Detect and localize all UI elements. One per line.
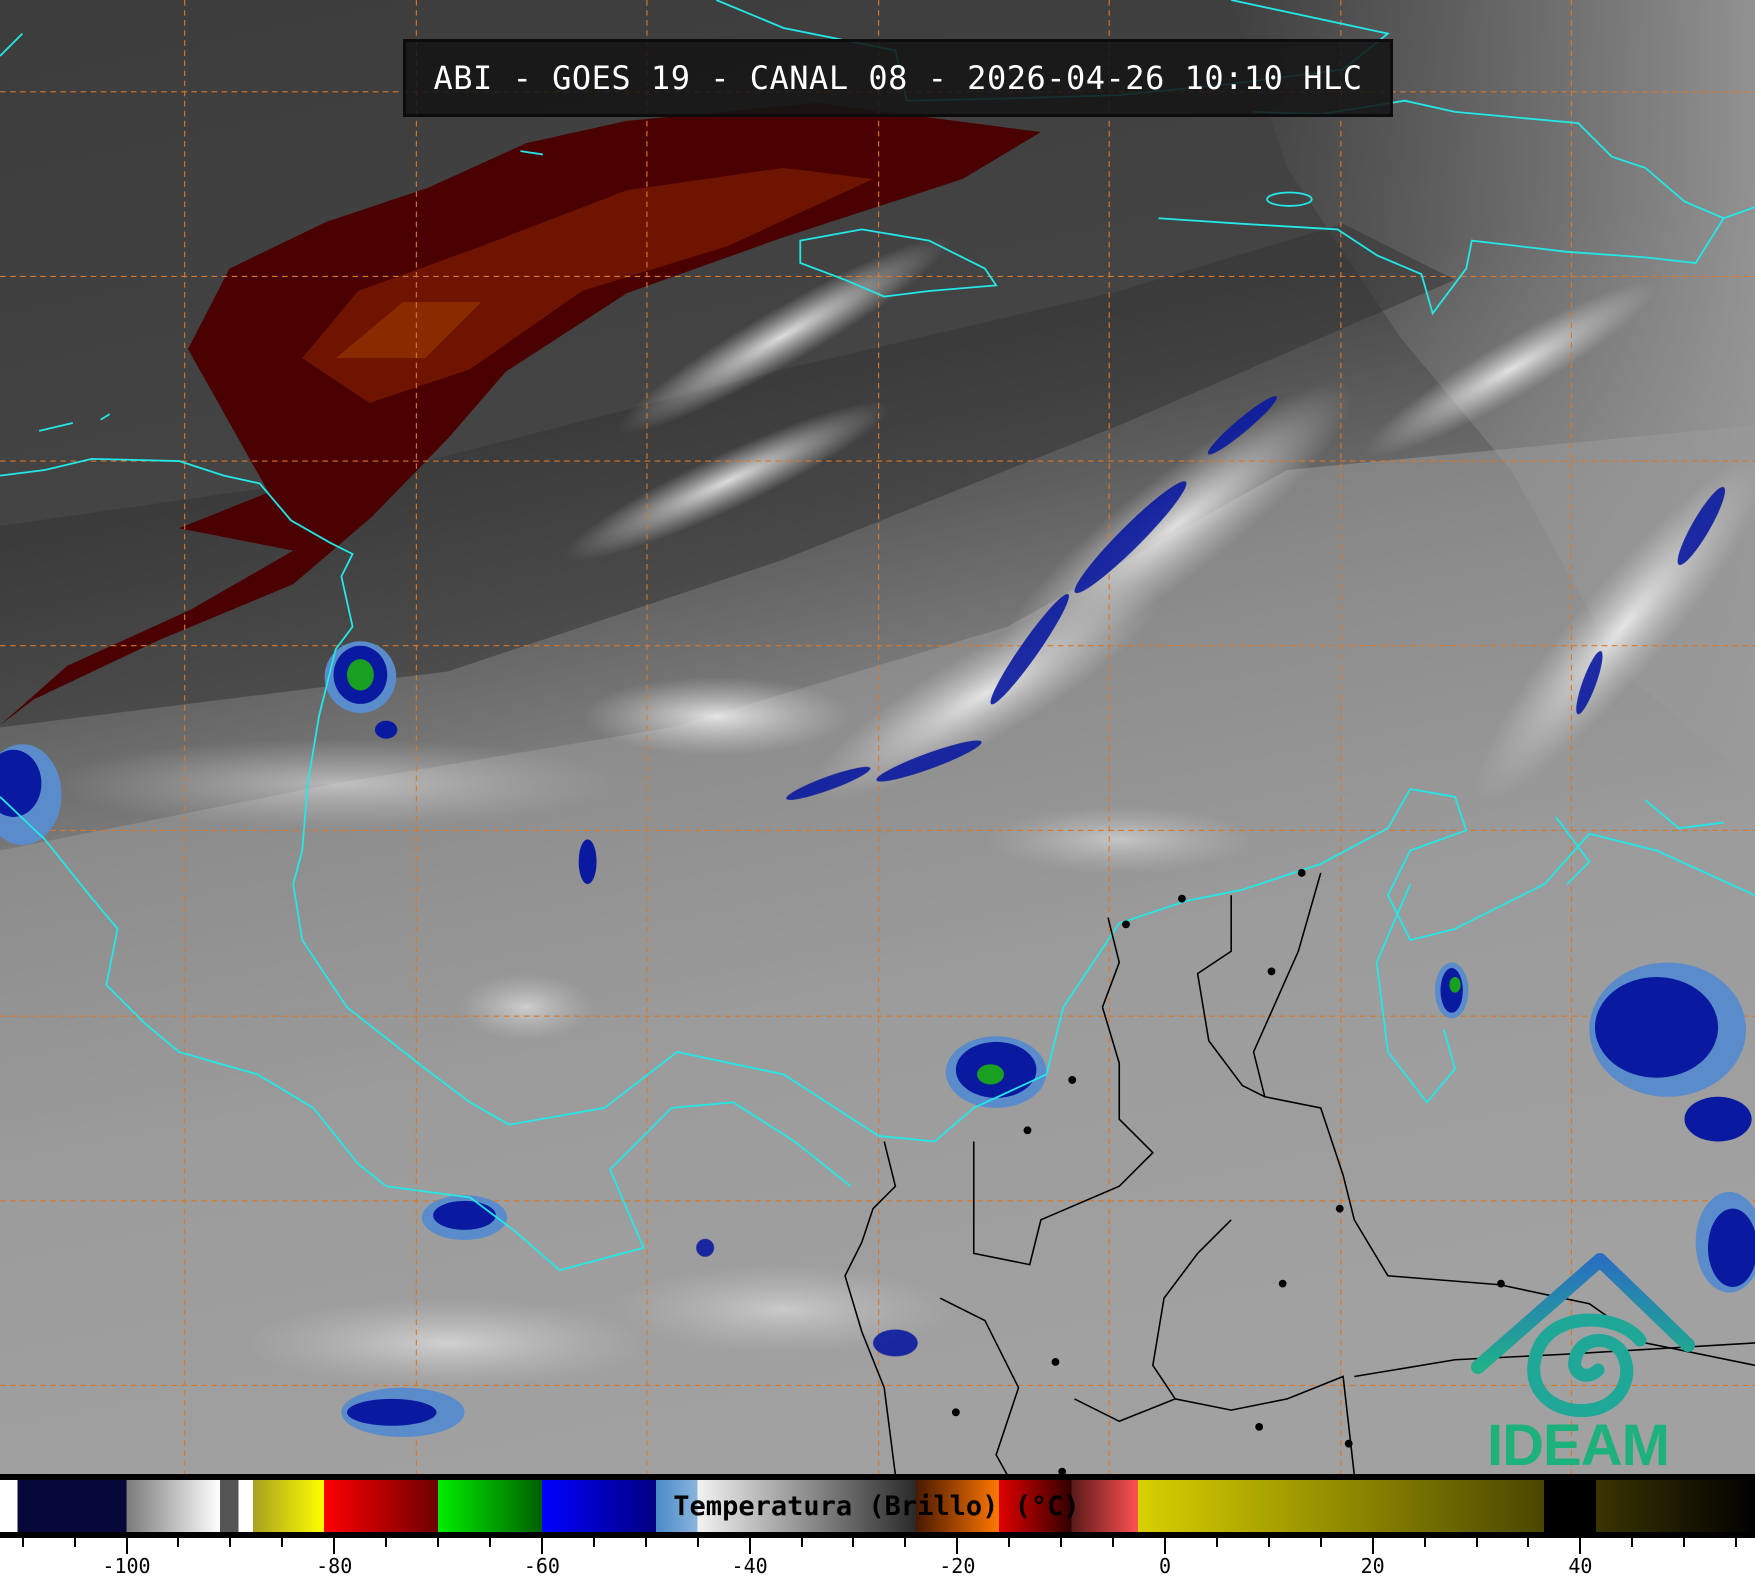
minor-tick [1683,1538,1686,1547]
major-tick [748,1538,751,1554]
minor-tick [1319,1538,1322,1547]
major-tick [125,1538,128,1554]
lat-lon-grid [0,0,1755,1475]
minor-tick [1060,1538,1063,1547]
ideam-logo [1471,1253,1695,1418]
major-tick [1579,1538,1582,1554]
cold-cloud-core-inner [335,302,482,359]
minor-tick [177,1538,180,1547]
cold-cloud-band [0,102,1041,726]
tick-label: 0 [1158,1554,1172,1577]
minor-tick [229,1538,232,1547]
title-banner: ABI - GOES 19 - CANAL 08 - 2026-04-26 10… [403,39,1393,117]
minor-tick [21,1538,24,1547]
minor-tick [852,1538,855,1547]
minor-tick [1267,1538,1270,1547]
minor-tick [73,1538,76,1547]
minor-tick [1475,1538,1478,1547]
satellite-map [0,0,1755,1475]
tick-label: 20 [1360,1554,1385,1577]
minor-tick [800,1538,803,1547]
logo-spiral-icon [1527,1313,1647,1418]
ideam-logo-text: IDEAM [1487,1413,1670,1478]
major-tick [956,1538,959,1554]
cold-cloud-core [302,167,874,403]
colorbar-label: Temperatura (Brillo) (°C) [673,1490,1080,1522]
cirrus-streaks [55,237,1755,1388]
minor-tick [1008,1538,1011,1547]
city-markers [951,868,1505,1475]
minor-tick [1423,1538,1426,1547]
minor-tick [437,1538,440,1547]
major-tick [1371,1538,1374,1554]
minor-tick [1112,1538,1115,1547]
minor-tick [1527,1538,1530,1547]
minor-tick [1631,1538,1634,1547]
minor-tick [281,1538,284,1547]
minor-tick [644,1538,647,1547]
tick-label: 40 [1568,1554,1593,1577]
minor-tick [592,1538,595,1547]
major-tick [1164,1538,1166,1554]
country-borders [844,872,1755,1475]
tick-label: -100 [102,1554,151,1577]
major-tick [333,1538,336,1554]
minor-tick [385,1538,388,1547]
tick-label: -40 [731,1554,768,1577]
minor-tick [488,1538,491,1547]
tick-label: -60 [523,1554,560,1577]
major-tick [540,1538,543,1554]
colorbar-label-wrap: Temperatura (Brillo) (°C) [0,1480,1755,1532]
minor-tick [1735,1538,1738,1547]
logo-roof-icon [1471,1253,1695,1374]
tick-label: -20 [939,1554,976,1577]
minor-tick [904,1538,907,1547]
minor-tick [1215,1538,1218,1547]
temperature-colorbar [0,1480,1755,1532]
colorbar-axis: -100 -80 -60 -40 -20 0 20 40 [0,1538,1755,1577]
tick-label: -80 [316,1554,353,1577]
image-title: ABI - GOES 19 - CANAL 08 - 2026-04-26 10… [433,59,1363,97]
convective-cells [0,396,1755,1437]
minor-tick [696,1538,699,1547]
